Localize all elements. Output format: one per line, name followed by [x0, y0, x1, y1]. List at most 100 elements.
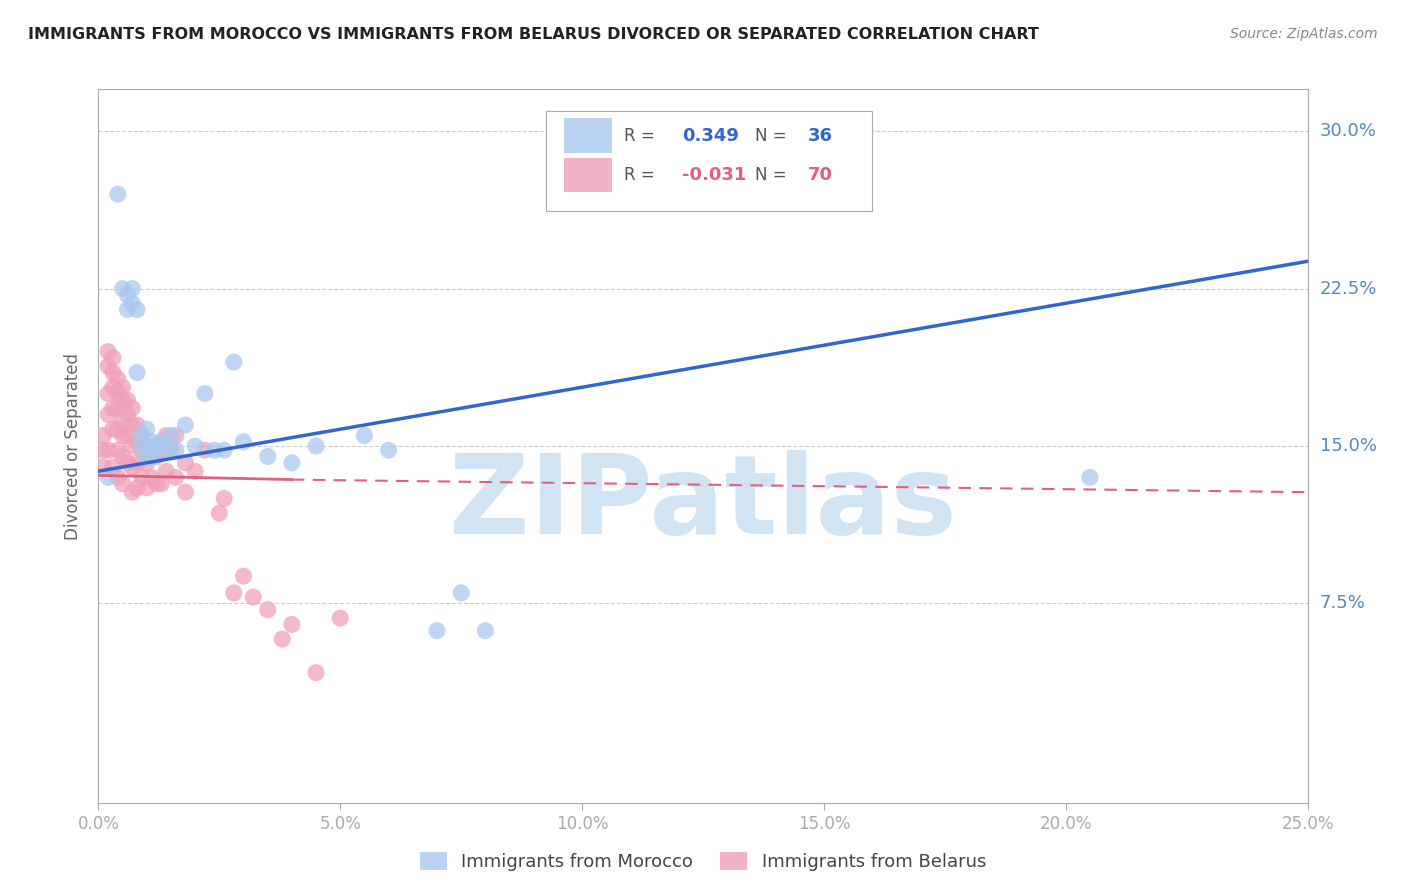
Bar	[564, 119, 613, 153]
Point	[135, 450, 157, 464]
Point	[281, 456, 304, 470]
Point	[426, 624, 449, 638]
Point	[145, 450, 167, 464]
Point	[194, 443, 217, 458]
Point	[117, 408, 139, 422]
Text: 70: 70	[808, 166, 834, 184]
Point	[141, 450, 163, 464]
Point	[281, 617, 304, 632]
Point	[353, 428, 375, 442]
Point	[184, 464, 207, 478]
Point	[1078, 470, 1101, 484]
Point	[174, 417, 197, 432]
Point	[135, 481, 157, 495]
Text: IMMIGRANTS FROM MOROCCO VS IMMIGRANTS FROM BELARUS DIVORCED OR SEPARATED CORRELA: IMMIGRANTS FROM MOROCCO VS IMMIGRANTS FR…	[28, 27, 1039, 42]
Point	[155, 443, 177, 458]
Point	[111, 414, 134, 428]
Point	[305, 665, 328, 680]
Point	[150, 476, 173, 491]
Point	[91, 443, 114, 458]
Point	[111, 380, 134, 394]
Point	[97, 386, 120, 401]
Point	[329, 611, 352, 625]
Point	[127, 302, 149, 317]
Text: 7.5%: 7.5%	[1320, 594, 1365, 613]
Point	[117, 392, 139, 407]
Point	[101, 380, 124, 394]
Point	[101, 422, 124, 436]
Point	[256, 450, 278, 464]
Point	[107, 401, 129, 416]
Point	[135, 439, 157, 453]
Point	[121, 282, 143, 296]
Point	[135, 422, 157, 436]
Point	[97, 443, 120, 458]
Point	[155, 464, 177, 478]
Point	[184, 439, 207, 453]
Point	[131, 470, 153, 484]
Legend: Immigrants from Morocco, Immigrants from Belarus: Immigrants from Morocco, Immigrants from…	[412, 845, 994, 879]
Y-axis label: Divorced or Separated: Divorced or Separated	[65, 352, 83, 540]
Point	[101, 351, 124, 365]
Text: N =: N =	[755, 127, 792, 145]
Text: 0.349: 0.349	[682, 127, 740, 145]
Point	[127, 481, 149, 495]
Point	[145, 476, 167, 491]
Point	[107, 470, 129, 484]
Point	[101, 366, 124, 380]
Point	[131, 439, 153, 453]
Point	[97, 344, 120, 359]
Point	[101, 401, 124, 416]
Point	[107, 422, 129, 436]
Point	[131, 428, 153, 442]
Point	[150, 434, 173, 449]
Point	[155, 428, 177, 442]
Text: ZIPatlas: ZIPatlas	[449, 450, 957, 557]
Point	[131, 428, 153, 442]
Point	[127, 366, 149, 380]
Point	[242, 590, 264, 604]
Point	[141, 434, 163, 449]
Point	[474, 624, 496, 638]
Point	[222, 586, 245, 600]
Point	[91, 428, 114, 442]
Point	[107, 443, 129, 458]
Point	[256, 603, 278, 617]
Point	[107, 187, 129, 202]
Text: N =: N =	[755, 166, 792, 184]
Text: 15.0%: 15.0%	[1320, 437, 1376, 455]
Point	[121, 296, 143, 310]
Point	[121, 485, 143, 500]
Point	[121, 460, 143, 475]
Point	[165, 443, 187, 458]
Point	[208, 506, 231, 520]
Text: R =: R =	[624, 127, 661, 145]
Point	[127, 456, 149, 470]
Point	[117, 302, 139, 317]
Point	[450, 586, 472, 600]
Point	[111, 450, 134, 464]
Point	[271, 632, 294, 646]
Text: R =: R =	[624, 166, 661, 184]
Text: -0.031: -0.031	[682, 166, 747, 184]
Point	[165, 428, 187, 442]
Point	[174, 456, 197, 470]
Point	[117, 456, 139, 470]
Point	[174, 485, 197, 500]
Text: 22.5%: 22.5%	[1320, 279, 1376, 298]
Point	[141, 443, 163, 458]
Point	[212, 443, 235, 458]
Point	[97, 359, 120, 374]
Point	[117, 428, 139, 442]
Point	[165, 470, 187, 484]
Text: 30.0%: 30.0%	[1320, 122, 1376, 140]
Point	[97, 470, 120, 484]
Point	[160, 428, 183, 442]
Point	[97, 408, 120, 422]
Point	[141, 470, 163, 484]
Point	[377, 443, 399, 458]
Point	[121, 417, 143, 432]
Point	[111, 282, 134, 296]
Point	[111, 476, 134, 491]
Point	[127, 434, 149, 449]
